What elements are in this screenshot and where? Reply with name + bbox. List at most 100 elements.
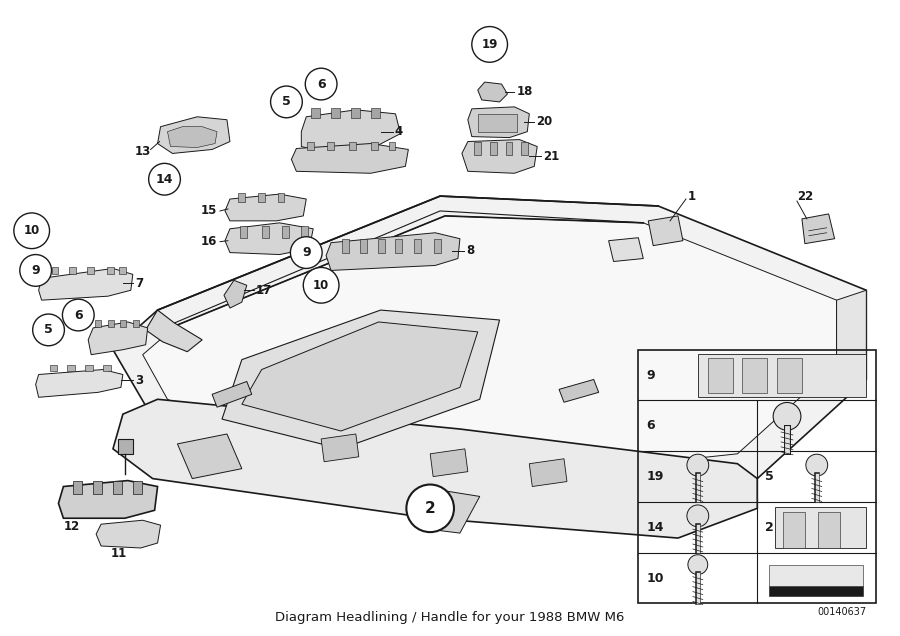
Bar xyxy=(342,238,349,252)
Text: 9: 9 xyxy=(302,246,310,259)
Bar xyxy=(119,268,126,274)
Text: 14: 14 xyxy=(156,173,174,186)
Text: 6: 6 xyxy=(317,78,326,90)
Text: 19: 19 xyxy=(482,38,498,51)
Polygon shape xyxy=(143,216,837,483)
Polygon shape xyxy=(36,370,123,398)
Circle shape xyxy=(687,505,708,527)
Bar xyxy=(302,226,308,238)
Text: 8: 8 xyxy=(466,244,474,257)
Polygon shape xyxy=(242,322,478,431)
Polygon shape xyxy=(430,449,468,476)
Bar xyxy=(50,364,58,371)
Polygon shape xyxy=(468,107,529,137)
Bar xyxy=(262,226,268,238)
Polygon shape xyxy=(837,290,867,380)
Circle shape xyxy=(303,268,339,303)
Bar xyxy=(86,364,93,371)
Polygon shape xyxy=(802,214,834,244)
Polygon shape xyxy=(58,481,158,518)
Circle shape xyxy=(20,254,51,286)
Text: 3: 3 xyxy=(135,374,143,387)
Polygon shape xyxy=(302,110,400,151)
Text: 17: 17 xyxy=(256,284,272,297)
Polygon shape xyxy=(225,194,306,221)
Bar xyxy=(104,364,111,371)
Bar xyxy=(351,108,360,118)
Bar xyxy=(707,357,733,392)
Polygon shape xyxy=(292,144,409,173)
Bar xyxy=(69,268,76,274)
Bar xyxy=(818,512,840,548)
Bar xyxy=(371,108,380,118)
Polygon shape xyxy=(462,139,537,173)
Polygon shape xyxy=(222,310,500,449)
Polygon shape xyxy=(224,280,247,308)
Text: 11: 11 xyxy=(111,548,127,560)
Bar xyxy=(108,320,114,327)
Circle shape xyxy=(305,68,337,100)
Bar xyxy=(349,142,356,151)
Circle shape xyxy=(14,213,50,249)
Bar xyxy=(311,108,320,118)
Bar xyxy=(742,357,767,392)
Bar xyxy=(414,238,421,252)
Bar xyxy=(133,481,141,494)
Polygon shape xyxy=(118,439,133,454)
Bar xyxy=(389,142,395,151)
Circle shape xyxy=(472,27,508,62)
Polygon shape xyxy=(177,434,242,478)
Bar xyxy=(87,268,94,274)
Circle shape xyxy=(687,454,708,476)
Text: 10: 10 xyxy=(313,279,329,292)
Polygon shape xyxy=(212,382,252,407)
Text: 5: 5 xyxy=(282,95,291,108)
Text: 20: 20 xyxy=(536,115,553,128)
Text: 10: 10 xyxy=(646,572,664,584)
Text: 2: 2 xyxy=(765,521,774,534)
Polygon shape xyxy=(225,223,313,254)
Bar xyxy=(107,268,114,274)
Polygon shape xyxy=(420,488,480,533)
Circle shape xyxy=(291,237,322,268)
Bar xyxy=(73,481,82,494)
Circle shape xyxy=(806,454,828,476)
Circle shape xyxy=(32,314,65,346)
Bar xyxy=(360,238,366,252)
Polygon shape xyxy=(321,434,359,462)
Bar xyxy=(371,142,378,151)
Text: 1: 1 xyxy=(688,190,696,203)
Bar xyxy=(473,142,481,155)
Bar xyxy=(777,357,802,392)
Bar xyxy=(240,226,247,238)
Bar xyxy=(51,268,59,274)
Polygon shape xyxy=(559,380,598,402)
Polygon shape xyxy=(326,233,460,270)
Bar xyxy=(257,193,265,202)
Polygon shape xyxy=(698,354,867,396)
Polygon shape xyxy=(113,399,757,538)
Polygon shape xyxy=(39,268,133,300)
Bar xyxy=(434,238,441,252)
Bar xyxy=(95,320,101,327)
Text: 18: 18 xyxy=(517,85,533,99)
Text: 9: 9 xyxy=(32,264,40,277)
Polygon shape xyxy=(88,322,148,355)
Bar xyxy=(283,226,290,238)
Bar xyxy=(331,108,340,118)
Text: 7: 7 xyxy=(135,277,143,290)
Circle shape xyxy=(407,485,454,532)
Text: 19: 19 xyxy=(646,470,663,483)
Polygon shape xyxy=(478,82,508,102)
Bar xyxy=(378,238,384,252)
Text: 2: 2 xyxy=(425,501,436,516)
Bar xyxy=(490,142,497,155)
Bar xyxy=(327,142,334,151)
Text: 15: 15 xyxy=(200,204,217,218)
Bar xyxy=(770,586,863,596)
Bar xyxy=(93,481,102,494)
Polygon shape xyxy=(608,238,644,261)
Bar xyxy=(68,364,76,371)
Text: 14: 14 xyxy=(646,521,664,534)
Bar xyxy=(113,481,122,494)
